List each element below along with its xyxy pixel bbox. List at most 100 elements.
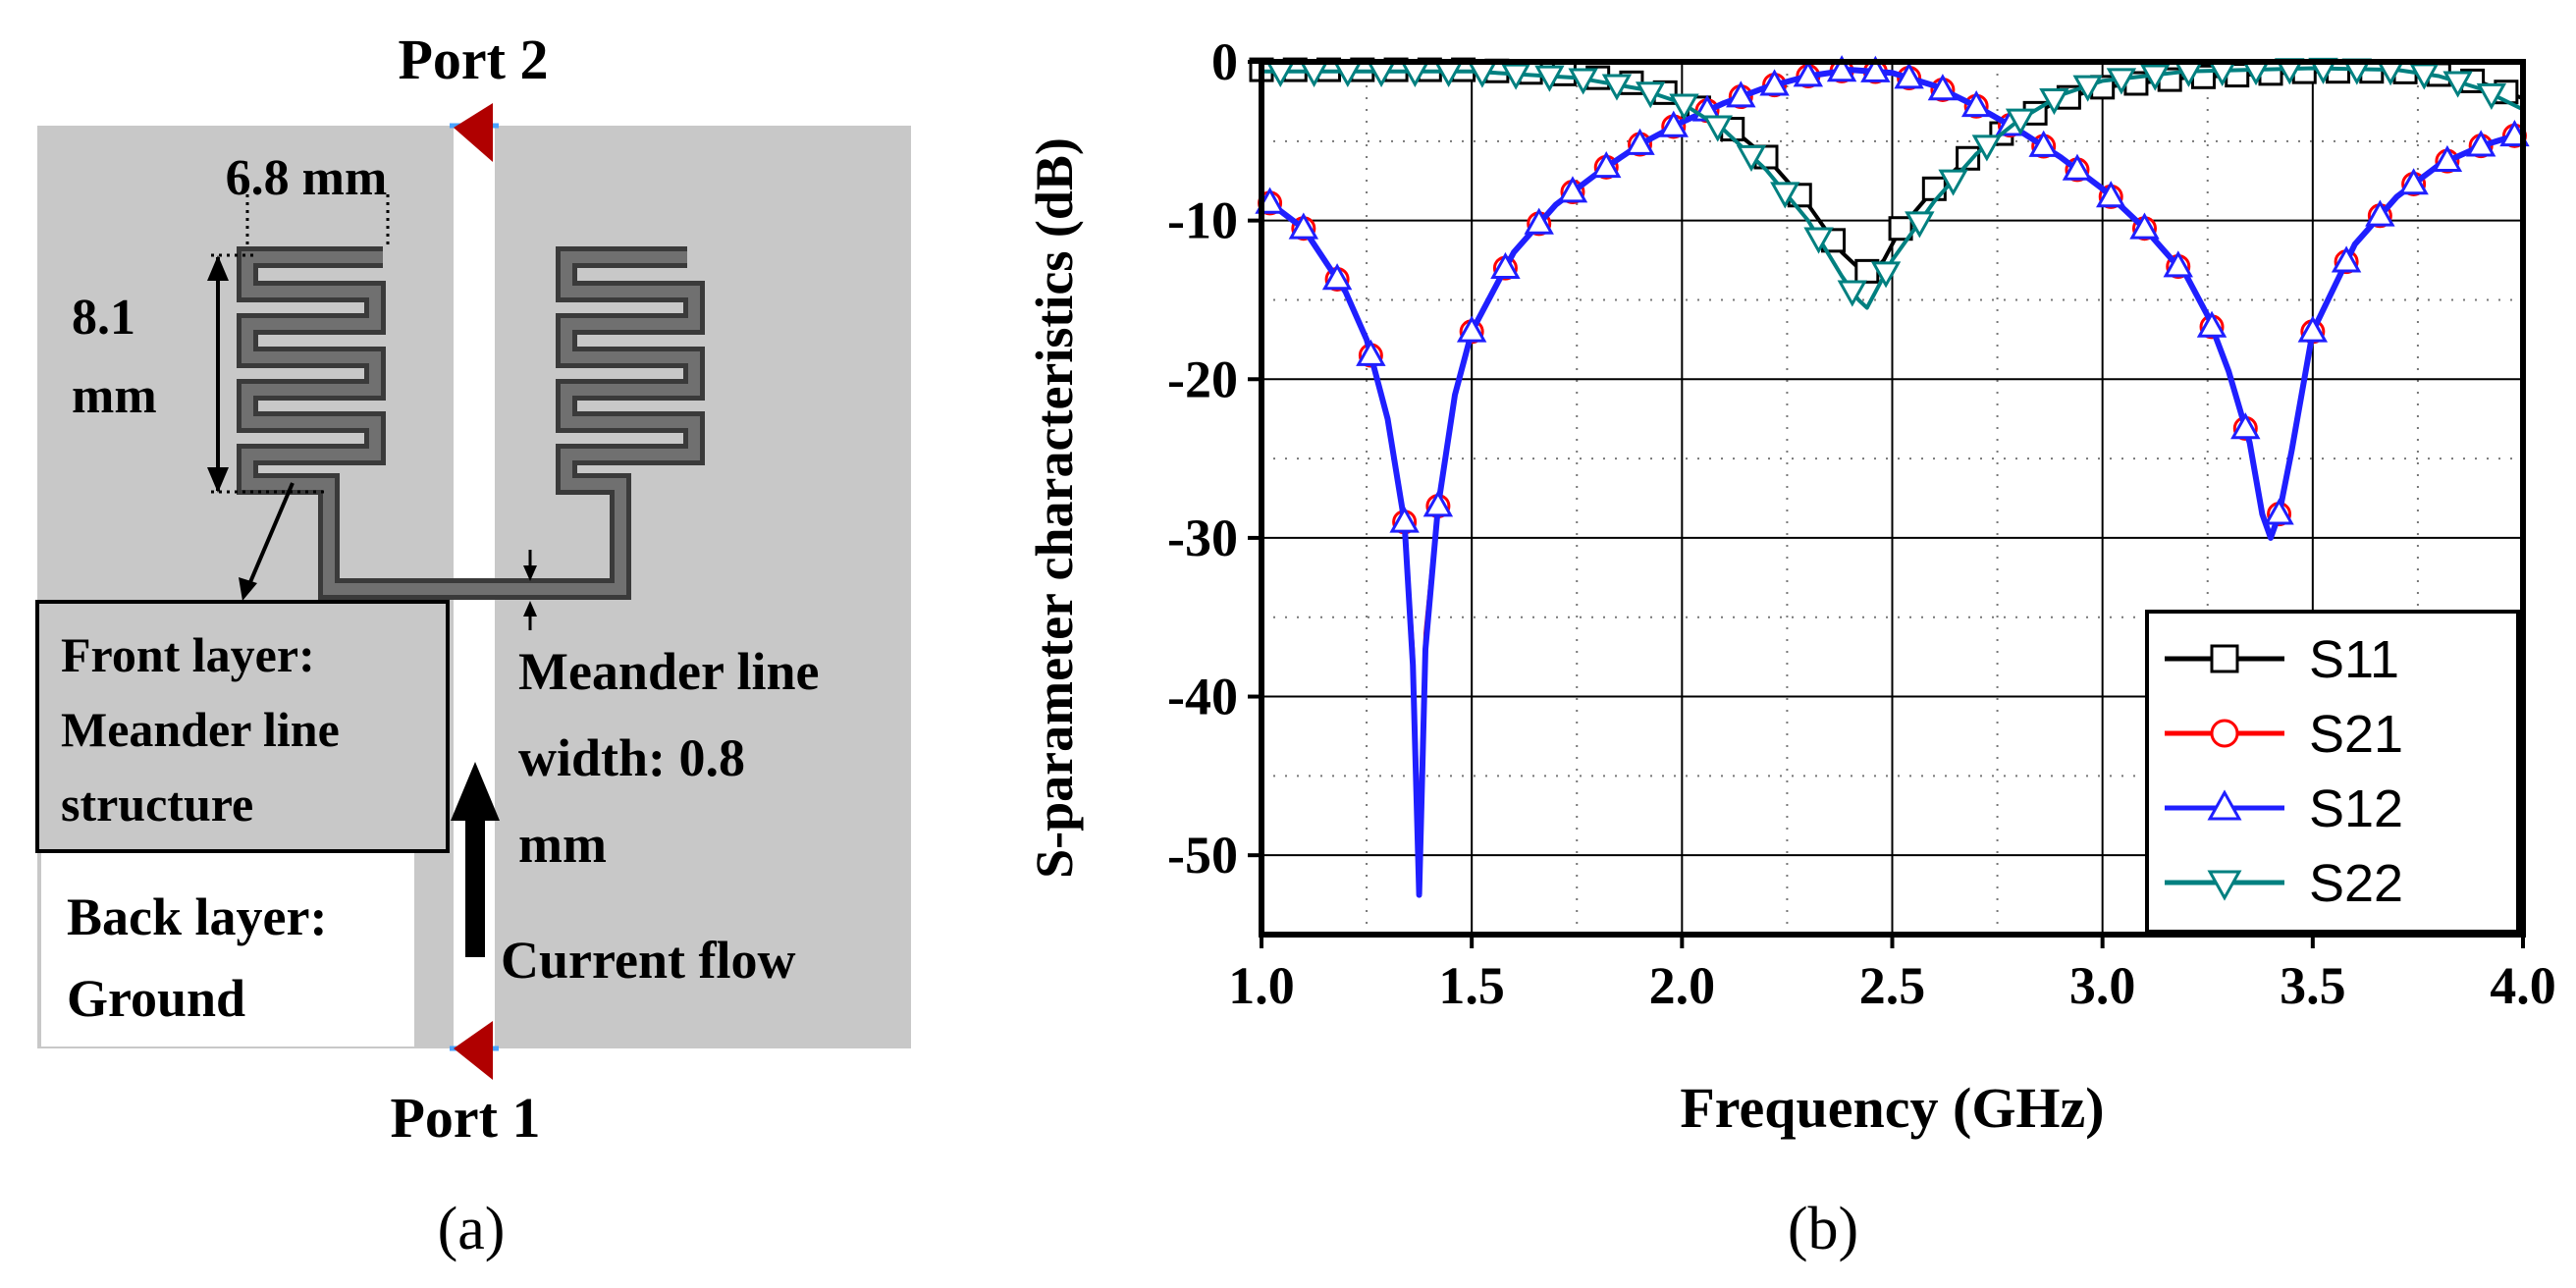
data-marker-s12 (2365, 199, 2395, 227)
data-marker-s22 (1669, 93, 1699, 121)
data-marker-s12 (1793, 60, 1824, 87)
height-dimension-value: 8.1 (72, 290, 135, 346)
legend-marker-s21 (2210, 719, 2239, 748)
x-tick-label: 2.5 (1859, 956, 1926, 1015)
data-marker-s22 (1837, 280, 1868, 307)
back-layer-line-2: Ground (67, 969, 245, 1028)
height-dimension-unit: mm (72, 368, 157, 424)
port-2-marker (450, 103, 499, 162)
y-tick-label: -40 (1167, 668, 1238, 726)
meander-line-left-inner (242, 251, 618, 595)
back-layer-line-1: Back layer: (67, 887, 327, 946)
data-marker-s12 (1826, 55, 1857, 82)
data-marker-s22 (1568, 68, 1598, 95)
data-marker-s12 (2331, 245, 2362, 273)
data-marker-s22 (1803, 227, 1834, 254)
data-marker-s12 (1759, 69, 1790, 96)
data-marker-s22 (2139, 64, 2171, 91)
x-tick-label: 3.0 (2069, 956, 2136, 1015)
width-dimension (245, 194, 390, 247)
axes: 1.0 1.5 2.0 2.5 3.0 3.5 4.0 0 -10 -20 -30 -40 -50 (1167, 32, 2556, 1015)
data-marker-s22 (1702, 115, 1733, 142)
data-marker-s12 (1658, 110, 1689, 137)
panel-a-label: (a) (438, 1196, 506, 1262)
data-marker-s12 (1288, 212, 1319, 240)
data-marker-s22 (1500, 63, 1531, 90)
data-marker-s22 (1770, 182, 1800, 209)
data-marker-s12 (2096, 181, 2126, 208)
data-marker-s22 (2039, 87, 2069, 116)
x-tick-label: 1.5 (1438, 956, 1505, 1015)
x-tick-label: 1.0 (1228, 956, 1295, 1015)
x-tick-label: 4.0 (2490, 956, 2556, 1015)
data-marker-s11 (1956, 145, 1981, 171)
data-marker-s12 (1490, 251, 1521, 279)
data-marker-s22 (2442, 71, 2473, 98)
data-marker-s12 (1726, 80, 1756, 108)
current-flow-arrow (451, 762, 500, 957)
data-marker-s12 (1860, 55, 1891, 82)
data-marker-s12 (1960, 89, 1992, 118)
data-marker-s22 (1635, 81, 1666, 109)
data-marker-s22 (2476, 82, 2507, 110)
data-marker-s12 (1557, 176, 1588, 203)
line-width-line-1: Meander line (518, 642, 819, 701)
x-tick-label: 2.0 (1649, 956, 1716, 1015)
data-marker-s22 (1971, 134, 2003, 162)
y-tick-label: -50 (1167, 826, 1238, 885)
data-marker-s12 (1524, 207, 1554, 235)
legend-label-s21: S21 (2309, 705, 2403, 764)
y-axis-label: S-parameter characteristics (dB) (1025, 137, 1084, 879)
data-marker-s12 (1894, 62, 1924, 89)
data-marker-s12 (2129, 212, 2160, 240)
data-marker-s12 (2398, 168, 2429, 195)
data-marker-s22 (2005, 108, 2036, 135)
port-1-marker (450, 1021, 499, 1080)
legend-marker-s11 (2210, 644, 2239, 673)
data-marker-s12 (2465, 130, 2496, 157)
legend-marker-s22 (2207, 870, 2242, 901)
legend-label-s11: S11 (2309, 630, 2399, 689)
legend-label-s22: S22 (2309, 854, 2403, 913)
line-width-line-2: width: 0.8 (518, 728, 745, 787)
back-layer-box (41, 853, 414, 1046)
data-marker-s12 (1927, 74, 1959, 101)
series-s11 (1249, 57, 2524, 284)
current-flow-label: Current flow (501, 931, 795, 990)
data-marker-s12 (1356, 339, 1386, 366)
data-marker-s22 (1870, 261, 1902, 289)
width-dimension-label: 6.8 mm (226, 150, 388, 206)
data-marker-s12 (2062, 153, 2093, 181)
data-marker-s12 (2230, 412, 2261, 440)
series-s12 (1255, 55, 2530, 898)
line-width-arrows (523, 550, 537, 630)
data-marker-s12 (2432, 144, 2463, 173)
data-marker-s12 (1422, 490, 1454, 517)
data-marker-s22 (2106, 68, 2137, 95)
data-marker-s22 (1905, 211, 1935, 239)
layout-diagram: Port 2 Port 1 6.8 mm 8.1 mm Front layer:… (35, 27, 911, 1262)
data-marker-s12 (1591, 151, 1622, 179)
s-parameter-chart: 1.0 1.5 2.0 2.5 3.0 3.5 4.0 0 -10 -20 -30 -40 -50 Fr… (1025, 32, 2556, 1262)
series-layer (1249, 55, 2530, 898)
x-tick-label: 3.5 (2280, 956, 2346, 1015)
data-marker-s12 (2163, 250, 2193, 278)
data-marker-s12 (2264, 498, 2294, 525)
series-s22 (1261, 57, 2524, 310)
legend-label-s12: S12 (2309, 779, 2403, 838)
x-axis-label: Frequency (GHz) (1680, 1076, 2104, 1140)
data-marker-s12 (2028, 130, 2059, 157)
data-marker-s22 (1938, 169, 1968, 196)
port-1-label: Port 1 (391, 1086, 541, 1150)
y-tick-label: -10 (1167, 191, 1238, 250)
legend-marker-s12 (2207, 789, 2242, 821)
height-dimension (207, 253, 329, 494)
line-width-line-3: mm (518, 815, 607, 874)
data-marker-s12 (2297, 315, 2329, 343)
data-marker-s22 (1601, 74, 1633, 101)
y-tick-label: -30 (1167, 509, 1238, 567)
front-layer-line-3: structure (61, 777, 253, 832)
data-marker-s11 (1888, 216, 1913, 242)
data-marker-s12 (1321, 263, 1353, 291)
front-layer-pointer (239, 482, 295, 601)
